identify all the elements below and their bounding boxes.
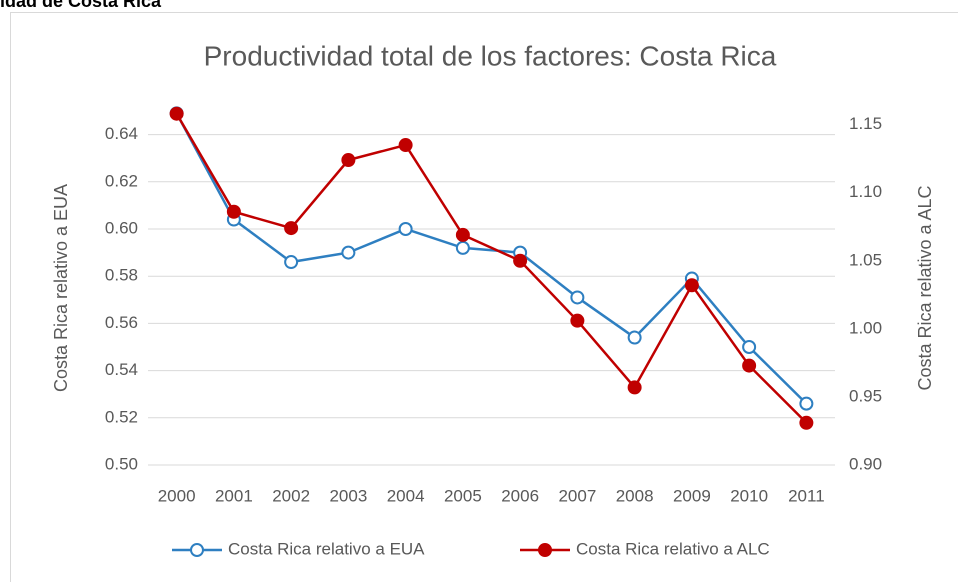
page-header: idad de Costa Rica (0, 0, 162, 11)
y-tick-label: 0.60 (105, 218, 138, 237)
point (513, 253, 528, 268)
legend-marker (538, 543, 552, 557)
legend-label: Costa Rica relativo a ALC (576, 539, 770, 558)
x-tick-label: 2009 (673, 486, 711, 505)
y2-tick-label: 1.05 (849, 250, 882, 269)
x-tick-label: 2005 (444, 486, 482, 505)
point (284, 221, 299, 236)
point (455, 240, 470, 255)
y-tick-label: 0.54 (105, 360, 138, 379)
x-tick-label: 2000 (158, 486, 196, 505)
x-tick-label: 2006 (501, 486, 539, 505)
x-tick-label: 2010 (730, 486, 768, 505)
point (570, 313, 585, 328)
point (799, 415, 814, 430)
x-tick-label: 2004 (387, 486, 425, 505)
point (455, 227, 470, 242)
point (684, 278, 699, 293)
y-tick-label: 0.64 (105, 124, 138, 143)
y-tick-label: 0.62 (105, 171, 138, 190)
point (627, 330, 642, 345)
y2-tick-label: 1.15 (849, 114, 882, 133)
point (398, 222, 413, 236)
point (742, 358, 757, 373)
point (799, 396, 814, 411)
x-tick-label: 2007 (558, 486, 596, 505)
point (341, 245, 356, 260)
y2-tick-label: 0.95 (849, 386, 882, 405)
x-tick-label: 2002 (272, 486, 310, 505)
series-line (175, 113, 808, 424)
y2-tick-label: 1.00 (849, 318, 882, 337)
point (226, 204, 241, 219)
legend-marker (190, 543, 204, 557)
point (341, 153, 356, 168)
y-axis-label: Costa Rica relativo a EUA (51, 184, 71, 392)
point (570, 290, 585, 305)
series-line (175, 112, 808, 405)
x-tick-label: 2011 (788, 486, 825, 505)
y2-tick-label: 0.90 (849, 454, 882, 473)
y-tick-label: 0.56 (105, 313, 138, 332)
point (742, 340, 757, 354)
y-tick-label: 0.58 (105, 266, 138, 285)
y-tick-label: 0.52 (105, 407, 138, 426)
point (627, 380, 642, 395)
point (169, 106, 184, 121)
y-tick-label: 0.50 (105, 454, 138, 473)
chart-border (10, 12, 958, 582)
legend-label: Costa Rica relativo a EUA (228, 539, 425, 558)
y2-tick-label: 1.10 (849, 182, 882, 201)
x-tick-label: 2008 (616, 486, 654, 505)
chart-title: Productividad total de los factores: Cos… (204, 40, 777, 71)
y2-axis-label: Costa Rica relativo a ALC (915, 185, 935, 390)
point (398, 138, 413, 153)
point (284, 255, 299, 270)
x-tick-label: 2003 (329, 486, 367, 505)
x-tick-label: 2001 (215, 486, 253, 505)
